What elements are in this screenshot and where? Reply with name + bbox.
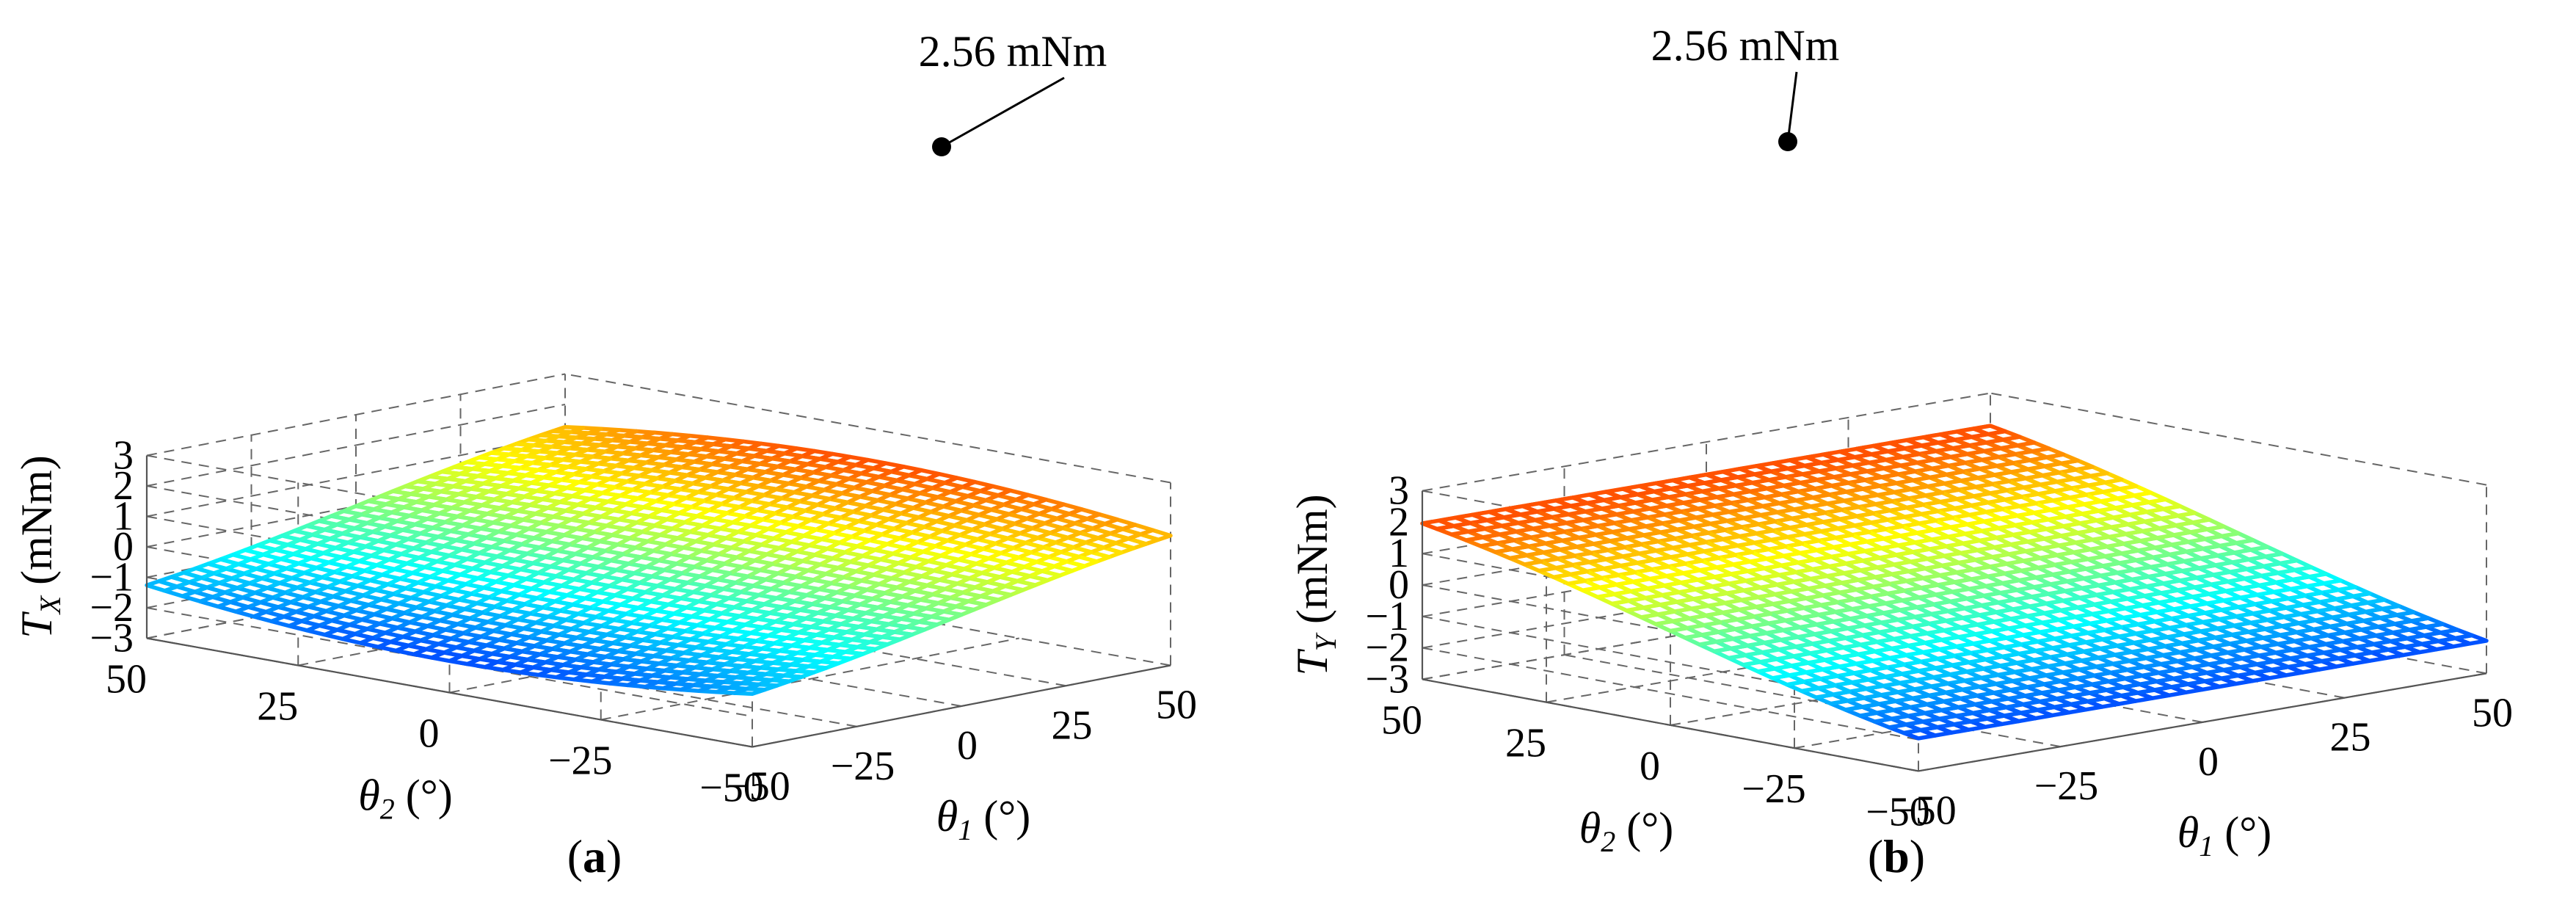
- grid-line: [146, 404, 566, 487]
- x-tick-label: −50: [1892, 788, 1957, 833]
- z-tick-label: 3: [113, 433, 134, 479]
- y-tick-label: 50: [1381, 697, 1422, 743]
- z-tick-label: 2: [1389, 499, 1409, 545]
- z-axis-label: TY (mNm): [1288, 494, 1342, 675]
- peak-marker: [1778, 132, 1797, 151]
- z-tick-label: 0: [113, 524, 134, 570]
- z-tick-label: −1: [1365, 594, 1409, 639]
- y-tick-label: 0: [419, 711, 440, 757]
- y-tick-label: 25: [1505, 721, 1546, 766]
- y-tick-label: −25: [548, 738, 613, 784]
- grid-line: [146, 434, 566, 517]
- panel-label: (a): [567, 830, 622, 882]
- x-axis-label: θ1 (°): [2177, 808, 2271, 862]
- z-tick-label: 3: [1389, 468, 1409, 514]
- x-tick-label: 25: [2330, 715, 2371, 760]
- y-axis-line: [1422, 678, 1919, 772]
- peak-annotation: 2.56 mNm: [1651, 21, 1840, 70]
- annotation-leader: [941, 76, 1065, 148]
- x-axis-label: θ1 (°): [936, 792, 1030, 846]
- grid-line: [564, 373, 1171, 484]
- z-tick-label: −2: [1365, 625, 1409, 671]
- peak-annotation: 2.56 mNm: [919, 27, 1107, 76]
- z-tick-label: −2: [90, 585, 134, 631]
- grid-line: [1422, 647, 1919, 741]
- surface-mesh: [1420, 424, 2489, 741]
- x-tick-label: −50: [726, 764, 790, 810]
- surface-cell: [145, 578, 179, 593]
- x-axis-line: [1918, 672, 2487, 772]
- y-tick-label: −50: [1866, 789, 1930, 835]
- x-tick-label: −25: [2034, 763, 2099, 809]
- z-axis-label: TX (mNm): [12, 455, 67, 638]
- z-tick-label: −3: [1365, 656, 1409, 702]
- x-tick-label: 0: [2198, 739, 2219, 785]
- y-tick-label: −50: [699, 766, 764, 811]
- x-tick-label: 25: [1052, 702, 1093, 748]
- y-axis-label: θ2 (°): [358, 771, 452, 826]
- annotation-leader: [1786, 71, 1798, 142]
- x-tick-label: −25: [831, 744, 895, 789]
- z-tick-label: −1: [90, 555, 134, 600]
- panel-label: (b): [1868, 830, 1925, 882]
- z-tick-label: 1: [1389, 531, 1409, 576]
- z-tick-label: 1: [113, 494, 134, 540]
- z-tick-label: 0: [1389, 562, 1409, 608]
- z-tick-label: 2: [113, 463, 134, 509]
- x-axis-line: [752, 664, 1171, 748]
- y-tick-label: 25: [257, 684, 298, 730]
- y-tick-label: −25: [1742, 766, 1806, 812]
- grid-line: [1990, 392, 2487, 486]
- grid-line: [600, 637, 1019, 721]
- z-tick-label: −3: [90, 616, 134, 661]
- peak-marker: [932, 137, 951, 156]
- y-tick-label: 50: [106, 657, 147, 702]
- surface-cell: [1420, 518, 1456, 531]
- y-tick-label: 0: [1640, 744, 1660, 789]
- x-tick-label: 50: [1156, 683, 1197, 728]
- x-tick-label: 50: [2472, 690, 2513, 736]
- surface-mesh: [145, 424, 1173, 697]
- y-axis-label: θ2 (°): [1579, 804, 1673, 858]
- x-tick-label: 0: [957, 723, 978, 769]
- y-axis-line: [146, 637, 753, 748]
- grid-line: [1422, 392, 1991, 492]
